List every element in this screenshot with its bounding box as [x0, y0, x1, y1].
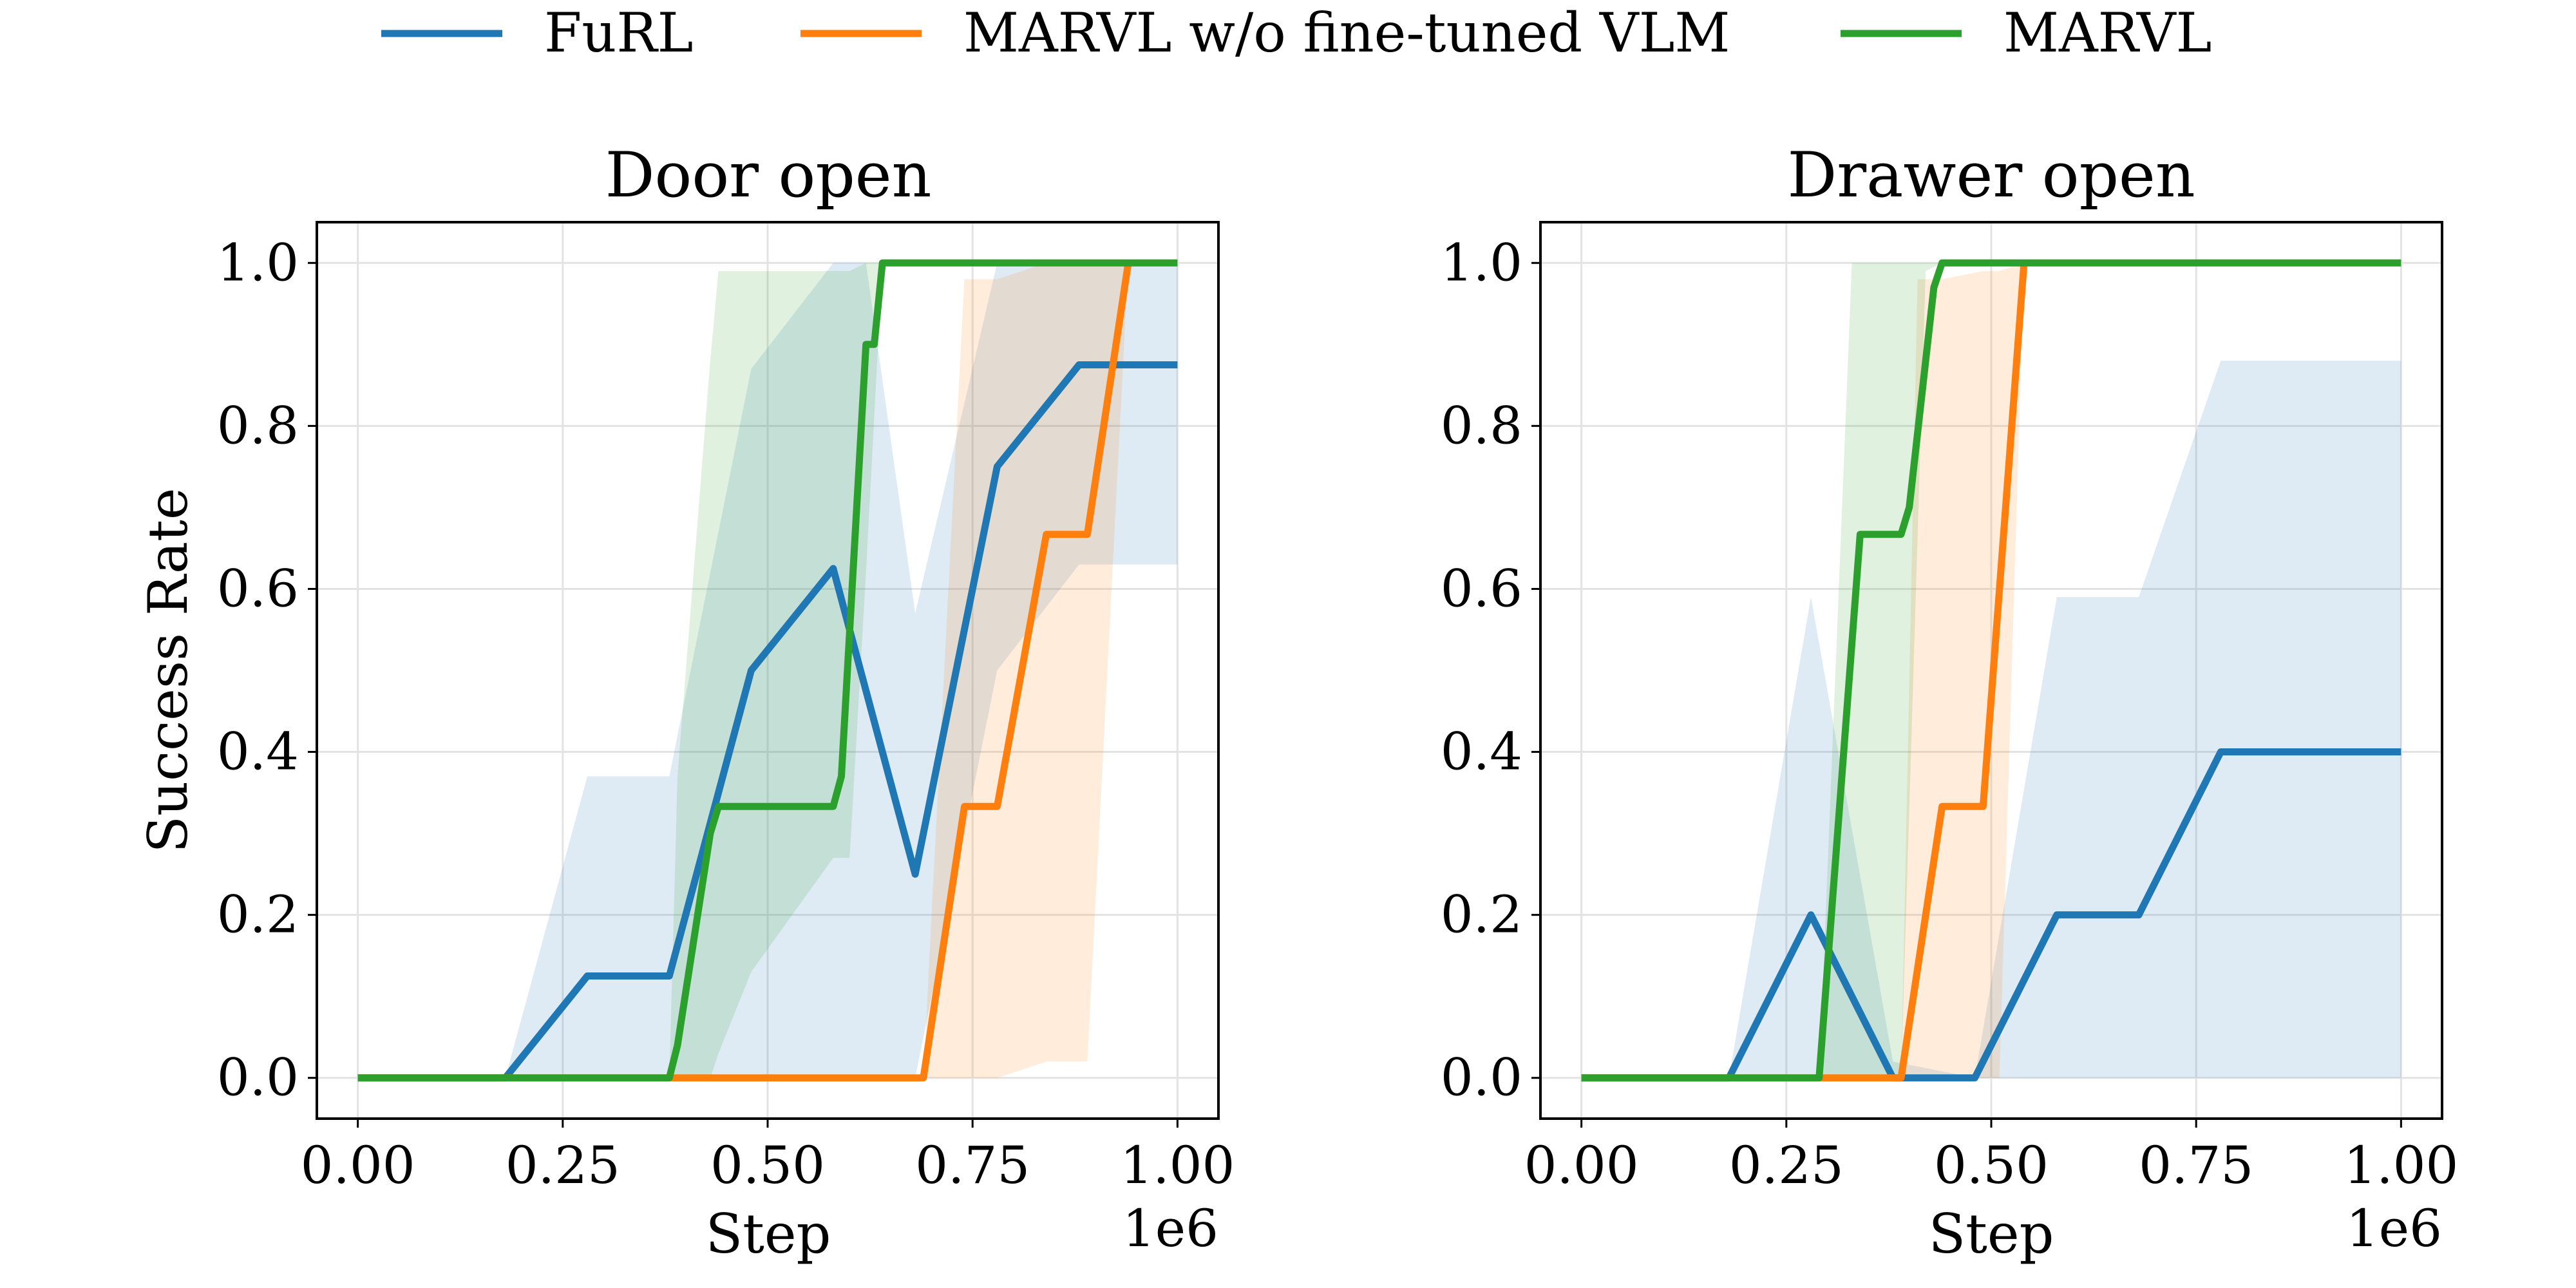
y-tick-label: 0.0: [1441, 1048, 1522, 1108]
confidence-band: [1581, 361, 2401, 1078]
x-tick-label: 0.25: [506, 1135, 620, 1195]
x-tick-label: 0.75: [2139, 1135, 2253, 1195]
confidence-band: [357, 263, 1178, 1078]
y-tick-label: 0.6: [1441, 558, 1522, 618]
y-tick-label: 0.6: [217, 558, 299, 618]
y-tick-label: 0.8: [1441, 395, 1522, 455]
x-tick-label: 1.00: [1120, 1135, 1235, 1195]
series-line: [357, 361, 1178, 1082]
y-tick-label: 0.0: [217, 1048, 299, 1108]
chart-drawer-open: Drawer open 0.00 0.25 0.50 0.75 1.00 0.0 0.2 0.…: [1441, 139, 2459, 1265]
x-tick-label: 0.25: [1729, 1135, 1844, 1195]
x-tick-label: 0.00: [301, 1135, 415, 1195]
chart-title: Drawer open: [1787, 139, 2195, 211]
x-tick-label: 1.00: [2344, 1135, 2458, 1195]
series-line: [357, 259, 1178, 1082]
y-tick-label: 0.8: [217, 395, 299, 455]
series-line: [1581, 748, 2401, 1082]
x-axis-label: Step: [1929, 1202, 2054, 1265]
chart-door-open: Door open 0.00 0.25 0.50 0.75 1.00 0.0 0.2 0.4 0…: [137, 139, 1235, 1265]
confidence-band: [357, 263, 1178, 1078]
x-tick-label: 0.50: [710, 1135, 825, 1195]
y-axis-label: Success Rate: [137, 488, 200, 853]
legend: FuRL MARVL w/o fine-tuned VLM MARVL: [381, 1, 2211, 64]
x-offset-label: 1e6: [2346, 1198, 2442, 1258]
legend-label: FuRL: [544, 1, 693, 64]
confidence-band: [357, 263, 1128, 1078]
x-tick-label: 0.50: [1934, 1135, 2049, 1195]
legend-label: MARVL w/o fine-tuned VLM: [963, 1, 1730, 64]
x-offset-label: 1e6: [1122, 1198, 1218, 1258]
y-tick-label: 1.0: [1441, 232, 1522, 292]
legend-label: MARVL: [2003, 1, 2211, 64]
x-axis-label: Step: [706, 1202, 831, 1265]
y-tick-label: 0.2: [217, 885, 299, 945]
y-tick-label: 1.0: [217, 232, 299, 292]
series-line: [357, 262, 1132, 1082]
y-tick-label: 0.2: [1441, 885, 1522, 945]
confidence-band: [1581, 263, 2024, 1078]
x-tick-label: 0.00: [1524, 1135, 1639, 1195]
y-tick-label: 0.4: [1441, 722, 1522, 782]
series-line: [1581, 259, 2401, 1082]
x-tick-label: 0.75: [915, 1135, 1030, 1195]
chart-title: Door open: [605, 139, 932, 211]
y-tick-label: 0.4: [217, 722, 299, 782]
